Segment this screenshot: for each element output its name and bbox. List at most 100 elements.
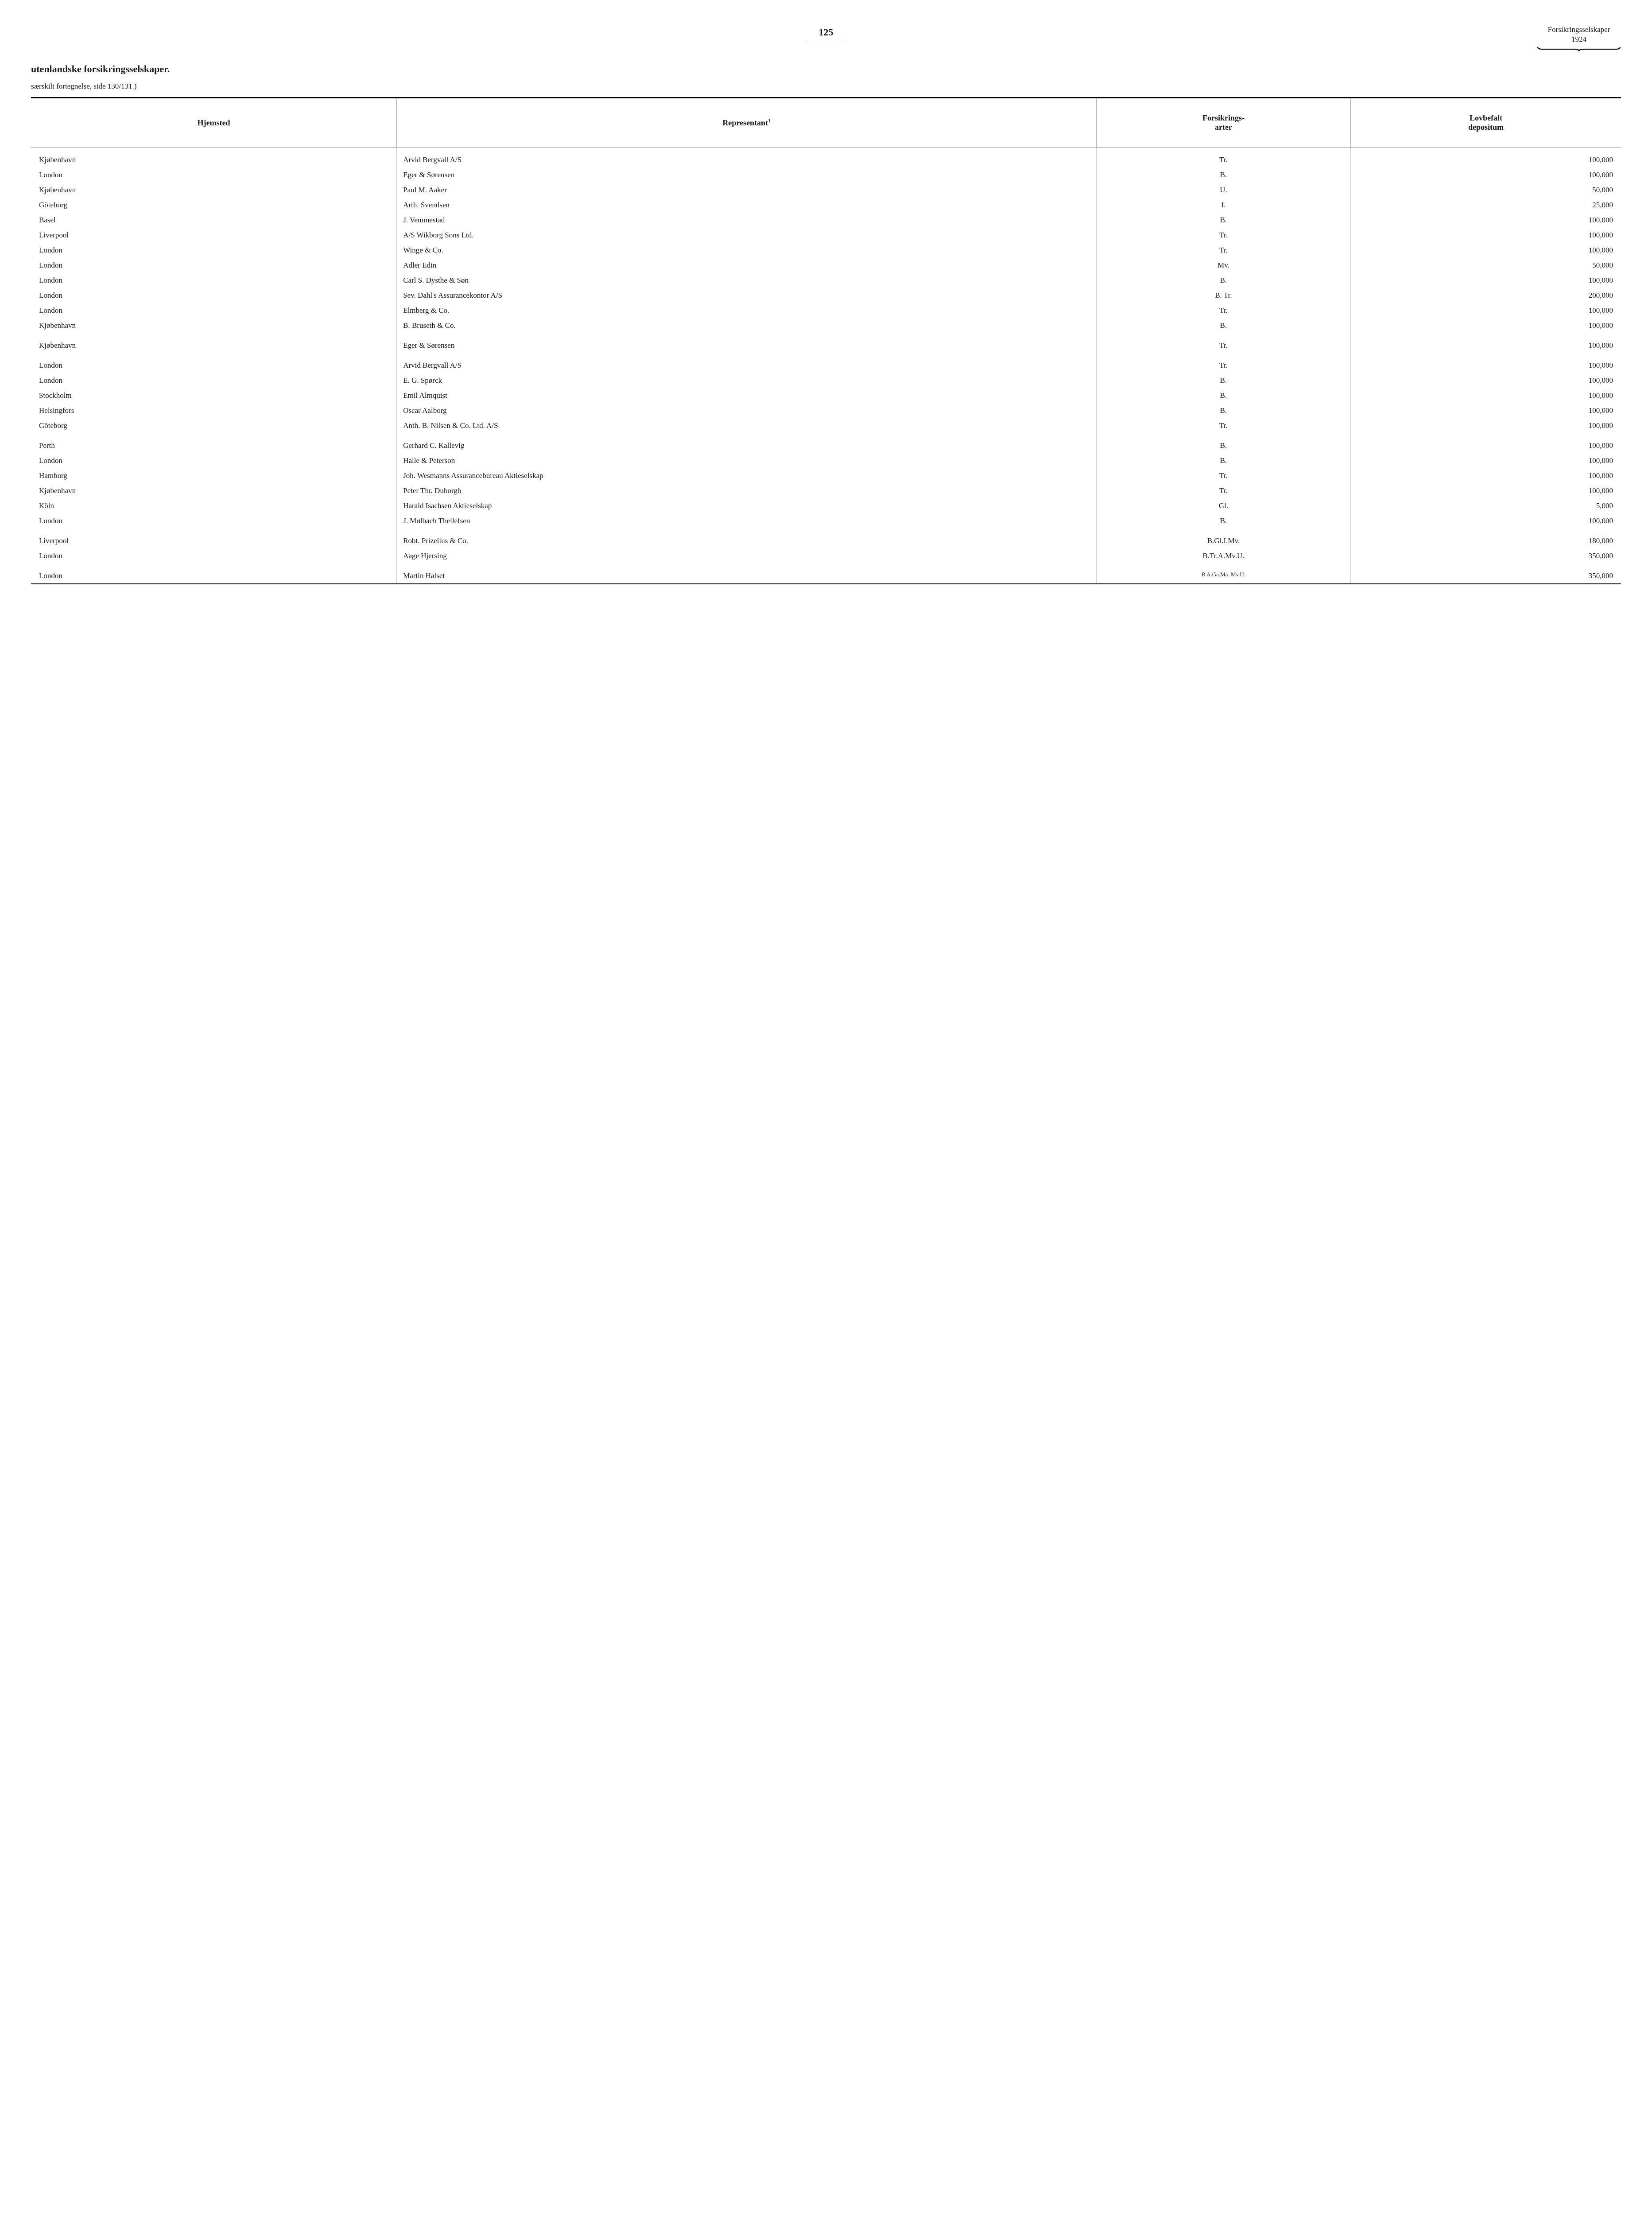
cell-depositum: 100,000 (1351, 353, 1621, 373)
cell-representant: J. Vemmestad (397, 213, 1097, 228)
cell-hjemsted: London (31, 373, 397, 388)
cell-depositum: 100,000 (1351, 303, 1621, 318)
cell-forsikringsarter: Tr. (1096, 333, 1350, 353)
cell-representant: Adler Edin (397, 258, 1097, 273)
cell-representant: Aage Hjersing (397, 548, 1097, 563)
cell-hjemsted: London (31, 563, 397, 584)
cell-hjemsted: Göteborg (31, 418, 397, 433)
cell-hjemsted: London (31, 303, 397, 318)
cell-representant: Gerhard C. Kallevig (397, 433, 1097, 453)
table-row: LiverpoolRobt. Prizelius & Co.B.Gl.I.Mv.… (31, 528, 1621, 548)
cell-depositum: 100,000 (1351, 433, 1621, 453)
table-row: StockholmEmil AlmquistB.100,000 (31, 388, 1621, 403)
cell-depositum: 100,000 (1351, 418, 1621, 433)
header-right-line1: Forsikringsselskaper (1537, 25, 1621, 35)
cell-forsikringsarter: Tr. (1096, 148, 1350, 168)
cell-forsikringsarter: B. Tr. (1096, 288, 1350, 303)
table-row: LondonArvid Bergvall A/STr.100,000 (31, 353, 1621, 373)
cell-representant: Robt. Prizelius & Co. (397, 528, 1097, 548)
brace-decoration (1537, 45, 1621, 51)
page-number: 125 (806, 27, 846, 41)
table-row: KölnHarald Isachsen AktieselskapGl.5,000 (31, 498, 1621, 513)
cell-hjemsted: Kjøbenhavn (31, 483, 397, 498)
cell-hjemsted: Stockholm (31, 388, 397, 403)
cell-forsikringsarter: B. (1096, 453, 1350, 468)
cell-forsikringsarter: Mv. (1096, 258, 1350, 273)
cell-depositum: 180,000 (1351, 528, 1621, 548)
page-subtitle: særskilt fortegnelse, side 130/131.) (31, 82, 1621, 91)
cell-representant: Arvid Bergvall A/S (397, 353, 1097, 373)
cell-hjemsted: Perth (31, 433, 397, 453)
table-row: LondonWinge & Co.Tr.100,000 (31, 243, 1621, 258)
table-row: LondonSev. Dahl's Assurancekontor A/SB. … (31, 288, 1621, 303)
cell-forsikringsarter: Tr. (1096, 228, 1350, 243)
table-row: KjøbenhavnPaul M. AakerU.50,000 (31, 183, 1621, 198)
table-row: PerthGerhard C. KallevigB.100,000 (31, 433, 1621, 453)
cell-depositum: 100,000 (1351, 213, 1621, 228)
table-row: LondonElmberg & Co.Tr.100,000 (31, 303, 1621, 318)
cell-hjemsted: Liverpool (31, 528, 397, 548)
cell-depositum: 100,000 (1351, 468, 1621, 483)
table-row: LondonE. G. SpørckB.100,000 (31, 373, 1621, 388)
insurance-table: Hjemsted Representant1 Forsikrings- arte… (31, 98, 1621, 584)
cell-depositum: 100,000 (1351, 373, 1621, 388)
cell-forsikringsarter: I. (1096, 198, 1350, 213)
cell-representant: Arvid Bergvall A/S (397, 148, 1097, 168)
cell-forsikringsarter: Tr. (1096, 468, 1350, 483)
cell-hjemsted: London (31, 353, 397, 373)
cell-forsikringsarter: Gl. (1096, 498, 1350, 513)
cell-representant: B. Bruseth & Co. (397, 318, 1097, 333)
table-row: LondonHalle & PetersonB.100,000 (31, 453, 1621, 468)
cell-hjemsted: London (31, 258, 397, 273)
cell-depositum: 100,000 (1351, 243, 1621, 258)
cell-depositum: 100,000 (1351, 228, 1621, 243)
cell-depositum: 100,000 (1351, 167, 1621, 183)
page-title: utenlandske forsikringsselskaper. (31, 63, 1621, 75)
cell-representant: Arth. Svendsen (397, 198, 1097, 213)
table-row: KjøbenhavnB. Bruseth & Co.B.100,000 (31, 318, 1621, 333)
table-row: KjøbenhavnEger & SørensenTr.100,000 (31, 333, 1621, 353)
cell-depositum: 350,000 (1351, 563, 1621, 584)
cell-forsikringsarter: Tr. (1096, 303, 1350, 318)
cell-representant: Martin Halset (397, 563, 1097, 584)
col-header-hjemsted: Hjemsted (31, 98, 397, 148)
cell-depositum: 100,000 (1351, 403, 1621, 418)
cell-forsikringsarter: B. (1096, 433, 1350, 453)
table-row: KjøbenhavnArvid Bergvall A/STr.100,000 (31, 148, 1621, 168)
cell-depositum: 50,000 (1351, 258, 1621, 273)
cell-forsikringsarter: B. (1096, 403, 1350, 418)
cell-representant: J. Mølbach Thellefsen (397, 513, 1097, 528)
table-row: LondonCarl S. Dysthe & SønB.100,000 (31, 273, 1621, 288)
cell-hjemsted: Kjøbenhavn (31, 333, 397, 353)
cell-forsikringsarter: B. (1096, 388, 1350, 403)
cell-forsikringsarter: B.Tr.A.Mv.U. (1096, 548, 1350, 563)
cell-hjemsted: London (31, 548, 397, 563)
cell-hjemsted: London (31, 453, 397, 468)
cell-hjemsted: Göteborg (31, 198, 397, 213)
cell-forsikringsarter: Tr. (1096, 418, 1350, 433)
table-row: LondonMartin HalsetB A.Ga.Ma. Mv.U.350,0… (31, 563, 1621, 584)
table-row: LondonAage HjersingB.Tr.A.Mv.U.350,000 (31, 548, 1621, 563)
table-row: BaselJ. VemmestadB.100,000 (31, 213, 1621, 228)
cell-depositum: 25,000 (1351, 198, 1621, 213)
table-row: HamburgJoh. Wesmanns Assurancebureau Akt… (31, 468, 1621, 483)
table-container: Hjemsted Representant1 Forsikrings- arte… (31, 97, 1621, 584)
cell-forsikringsarter: Tr. (1096, 243, 1350, 258)
cell-hjemsted: London (31, 513, 397, 528)
cell-representant: Elmberg & Co. (397, 303, 1097, 318)
cell-representant: Sev. Dahl's Assurancekontor A/S (397, 288, 1097, 303)
cell-depositum: 100,000 (1351, 513, 1621, 528)
cell-hjemsted: Köln (31, 498, 397, 513)
header-right: Forsikringsselskaper 1924 (1537, 25, 1621, 51)
table-row: LondonEger & SørensenB.100,000 (31, 167, 1621, 183)
cell-representant: Joh. Wesmanns Assurancebureau Aktieselsk… (397, 468, 1097, 483)
cell-hjemsted: Helsingfors (31, 403, 397, 418)
cell-hjemsted: Liverpool (31, 228, 397, 243)
cell-forsikringsarter: B. (1096, 373, 1350, 388)
cell-forsikringsarter: B.Gl.I.Mv. (1096, 528, 1350, 548)
table-row: GöteborgAnth. B. Nilsen & Co. Ltd. A/STr… (31, 418, 1621, 433)
cell-forsikringsarter: B. (1096, 513, 1350, 528)
cell-depositum: 100,000 (1351, 333, 1621, 353)
cell-depositum: 100,000 (1351, 273, 1621, 288)
cell-hjemsted: London (31, 243, 397, 258)
